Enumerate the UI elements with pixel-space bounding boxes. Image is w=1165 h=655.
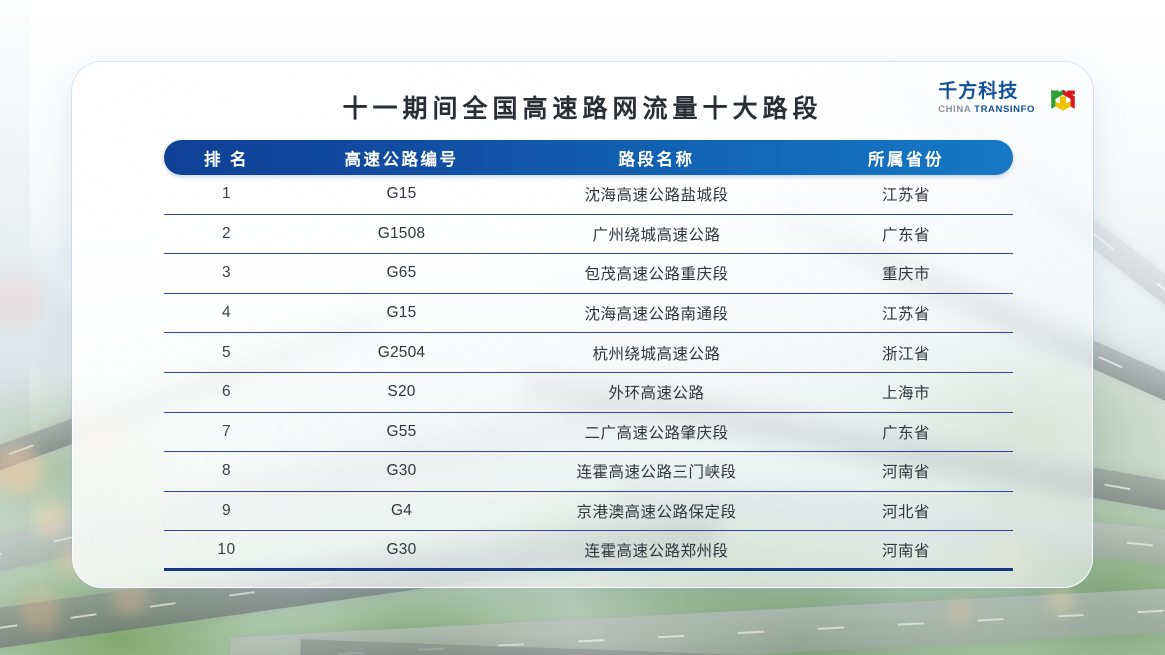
table-cell-rank: 8 [221, 462, 232, 480]
content-card: 十一期间全国高速路网流量十大路段 千方科技 CHINA TRANSINFO [72, 62, 1093, 588]
table-cell-province: 广东省 [881, 424, 930, 442]
table-cell-section: 京港澳高速公路保定段 [576, 504, 737, 522]
table-cell-section: 外环高速公路 [608, 385, 705, 403]
table-cell-code: G30 [386, 540, 417, 558]
brand-name-en: CHINA TRANSINFO [938, 105, 1035, 115]
table-cell-section: 沈海高速公路南通段 [584, 306, 729, 324]
table-cell-section: 二广高速公路肇庆段 [584, 424, 729, 442]
table-cell-rank: 6 [221, 383, 232, 401]
table-body: 1 G15 沈海高速公路盐城段 江苏省 2 G1508 广州绕城高速公路 广东省 3 G65 包茂高… [164, 175, 1013, 571]
table-cell-section: 广州绕城高速公路 [592, 226, 721, 244]
column-header-rank: 排 名 [203, 150, 250, 169]
table-cell-province: 河南省 [881, 464, 930, 482]
brand-name-en-prefix: CHINA [938, 103, 975, 115]
table-cell-province: 上海市 [881, 385, 930, 403]
ranking-table: 排 名 高速公路编号 路段名称 所属省份 1 G15 沈海高速公路盐城段 江苏省 2 G1… [164, 140, 1013, 571]
transinfo-hexagon-arrows-logo-icon [1051, 89, 1075, 111]
table-cell-rank: 10 [217, 540, 236, 558]
column-header-section: 路段名称 [618, 150, 695, 169]
table-row[interactable]: 7 G55 二广高速公路肇庆段 广东省 [164, 413, 1013, 453]
brand-name-en-suffix: TRANSINFO [974, 103, 1035, 115]
column-header-province: 所属省份 [868, 150, 944, 169]
table-cell-section: 包茂高速公路重庆段 [584, 266, 729, 284]
card-header: 十一期间全国高速路网流量十大路段 千方科技 CHINA TRANSINFO [73, 63, 1092, 141]
table-cell-code: G55 [386, 422, 417, 440]
table-cell-province: 江苏省 [881, 306, 930, 324]
brand-text: 千方科技 CHINA TRANSINFO [938, 82, 1035, 115]
table-cell-code: G4 [390, 502, 413, 520]
table-cell-code: G1508 [377, 224, 426, 242]
brand-name-cn: 千方科技 [938, 80, 1019, 102]
table-row[interactable]: 10 G30 连霍高速公路郑州段 河南省 [164, 531, 1013, 571]
table-cell-province: 重庆市 [881, 266, 930, 284]
table-row[interactable]: 2 G1508 广州绕城高速公路 广东省 [164, 215, 1013, 255]
table-cell-code: S20 [387, 383, 416, 401]
table-cell-code: G30 [386, 462, 417, 480]
table-cell-code: G2504 [377, 343, 426, 361]
table-cell-rank: 3 [221, 264, 232, 282]
table-cell-section: 杭州绕城高速公路 [592, 345, 721, 363]
table-cell-section: 连霍高速公路三门峡段 [576, 464, 737, 482]
table-cell-rank: 7 [221, 422, 232, 440]
table-cell-code: G15 [386, 185, 417, 203]
table-row[interactable]: 5 G2504 杭州绕城高速公路 浙江省 [164, 333, 1013, 373]
brand-logo: 千方科技 CHINA TRANSINFO [938, 77, 1084, 119]
table-cell-province: 广东省 [881, 226, 930, 244]
table-cell-code: G15 [386, 304, 417, 322]
table-cell-rank: 9 [221, 502, 232, 520]
table-cell-province: 江苏省 [881, 187, 930, 205]
table-cell-rank: 5 [221, 343, 232, 361]
table-cell-rank: 2 [221, 224, 232, 242]
table-row[interactable]: 4 G15 沈海高速公路南通段 江苏省 [164, 294, 1013, 334]
table-row[interactable]: 1 G15 沈海高速公路盐城段 江苏省 [164, 175, 1013, 215]
table-row[interactable]: 6 S20 外环高速公路 上海市 [164, 373, 1013, 413]
column-header-code: 高速公路编号 [344, 150, 459, 169]
table-cell-province: 浙江省 [881, 345, 930, 363]
page-title: 十一期间全国高速路网流量十大路段 [342, 95, 823, 123]
table-cell-province: 河北省 [881, 504, 930, 522]
table-cell-province: 河南省 [881, 542, 930, 560]
table-cell-rank: 1 [221, 185, 232, 203]
table-row[interactable]: 8 G30 连霍高速公路三门峡段 河南省 [164, 452, 1013, 492]
table-row[interactable]: 9 G4 京港澳高速公路保定段 河北省 [164, 492, 1013, 532]
table-cell-rank: 4 [221, 304, 232, 322]
table-cell-code: G65 [386, 264, 417, 282]
table-cell-section: 连霍高速公路郑州段 [584, 542, 729, 560]
table-row[interactable]: 3 G65 包茂高速公路重庆段 重庆市 [164, 254, 1013, 294]
table-header-row: 排 名 高速公路编号 路段名称 所属省份 [164, 140, 1013, 175]
table-cell-section: 沈海高速公路盐城段 [584, 187, 729, 205]
